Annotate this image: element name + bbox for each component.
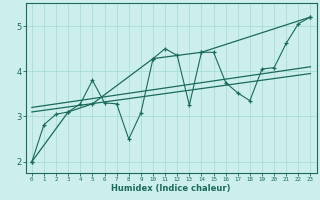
X-axis label: Humidex (Indice chaleur): Humidex (Indice chaleur) [111,184,231,193]
